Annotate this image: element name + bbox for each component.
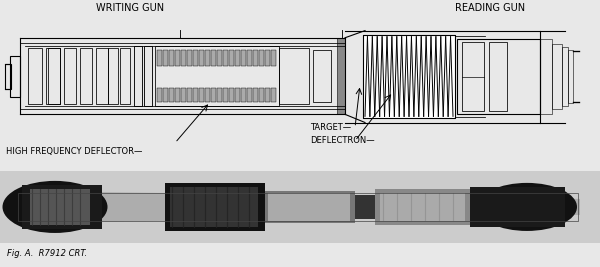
Bar <box>217 50 222 66</box>
Bar <box>271 50 276 66</box>
Text: Fig. A.  R7912 CRT.: Fig. A. R7912 CRT. <box>7 249 87 258</box>
Text: READING GUN: READING GUN <box>455 3 525 13</box>
Bar <box>337 38 345 114</box>
Bar <box>165 183 265 231</box>
Bar <box>363 35 455 119</box>
Bar <box>187 50 192 66</box>
Bar <box>134 46 142 106</box>
Bar <box>205 88 210 102</box>
Bar <box>46 48 60 104</box>
Bar <box>169 88 174 102</box>
Bar <box>223 88 228 102</box>
Bar <box>108 48 118 104</box>
Bar <box>265 88 270 102</box>
Bar <box>157 50 162 66</box>
Bar <box>229 50 234 66</box>
Bar <box>155 46 279 106</box>
Text: DEFLECTRON—: DEFLECTRON— <box>310 136 374 146</box>
Bar <box>187 88 192 102</box>
Bar <box>217 88 222 102</box>
Bar <box>199 50 204 66</box>
Bar <box>235 88 240 102</box>
Bar <box>163 88 168 102</box>
Bar <box>163 50 168 66</box>
Bar <box>223 50 228 66</box>
Ellipse shape <box>477 183 577 231</box>
Bar <box>181 50 186 66</box>
Bar <box>313 50 331 102</box>
Bar <box>120 48 130 104</box>
Ellipse shape <box>2 181 107 233</box>
Bar <box>375 189 470 225</box>
Bar <box>462 42 484 111</box>
Bar <box>259 88 264 102</box>
Bar <box>48 48 60 104</box>
Bar <box>211 50 216 66</box>
Bar <box>157 88 162 102</box>
Bar <box>265 50 270 66</box>
Text: WRITING GUN: WRITING GUN <box>96 3 164 13</box>
Bar <box>211 88 216 102</box>
Bar <box>5 64 11 89</box>
Bar <box>568 50 573 103</box>
Polygon shape <box>20 191 580 223</box>
Bar <box>489 42 507 111</box>
Bar <box>10 56 20 97</box>
Bar <box>241 88 246 102</box>
Bar <box>540 39 552 114</box>
Bar <box>271 88 276 102</box>
Bar <box>64 48 76 104</box>
Bar <box>193 88 198 102</box>
Bar <box>22 185 102 229</box>
Bar <box>247 50 252 66</box>
Bar <box>253 50 258 66</box>
Text: HIGH FREQUENCY DEFLECTOR—: HIGH FREQUENCY DEFLECTOR— <box>6 147 142 156</box>
Bar <box>28 48 42 104</box>
Bar <box>96 48 108 104</box>
Bar <box>457 39 540 114</box>
Bar <box>279 48 309 104</box>
Bar <box>552 44 562 109</box>
Bar <box>205 50 210 66</box>
Bar <box>562 47 568 106</box>
Bar <box>363 35 455 119</box>
Bar <box>229 88 234 102</box>
Bar <box>199 88 204 102</box>
Bar <box>259 50 264 66</box>
Bar <box>18 193 578 221</box>
Bar <box>380 193 465 221</box>
Bar <box>235 50 240 66</box>
Bar <box>355 195 375 219</box>
Bar <box>241 50 246 66</box>
Bar <box>193 50 198 66</box>
Bar <box>265 191 355 223</box>
Bar <box>30 189 90 225</box>
Bar <box>247 88 252 102</box>
Bar <box>253 88 258 102</box>
Bar <box>170 187 258 227</box>
Bar <box>169 50 174 66</box>
Bar <box>175 88 180 102</box>
Bar <box>80 48 92 104</box>
Bar <box>144 46 152 106</box>
Text: TARGET—: TARGET— <box>310 123 351 132</box>
Bar <box>175 50 180 66</box>
Bar <box>470 187 565 227</box>
Bar <box>268 193 350 221</box>
Bar <box>181 88 186 102</box>
